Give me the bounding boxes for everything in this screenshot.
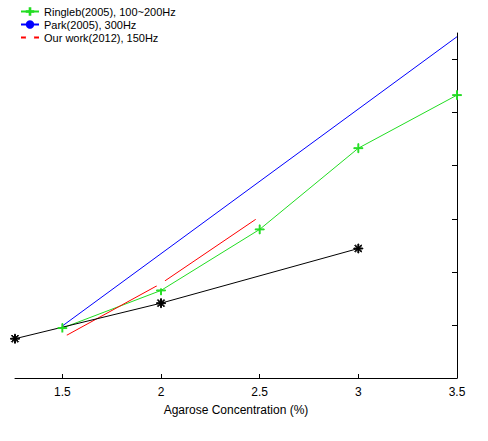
svg-text:Our work(2012), 150Hz: Our work(2012), 150Hz (44, 32, 158, 44)
svg-text:Park(2005), 300Hz: Park(2005), 300Hz (44, 19, 136, 31)
svg-text:3.5: 3.5 (449, 385, 466, 399)
svg-text:2.5: 2.5 (251, 385, 268, 399)
svg-text:2: 2 (158, 385, 165, 399)
svg-text:3: 3 (355, 385, 362, 399)
svg-text:Ringleb(2005), 100~200Hz: Ringleb(2005), 100~200Hz (44, 6, 176, 18)
svg-text:1.5: 1.5 (54, 385, 71, 399)
svg-text:Agarose Concentration (%): Agarose Concentration (%) (164, 403, 309, 417)
